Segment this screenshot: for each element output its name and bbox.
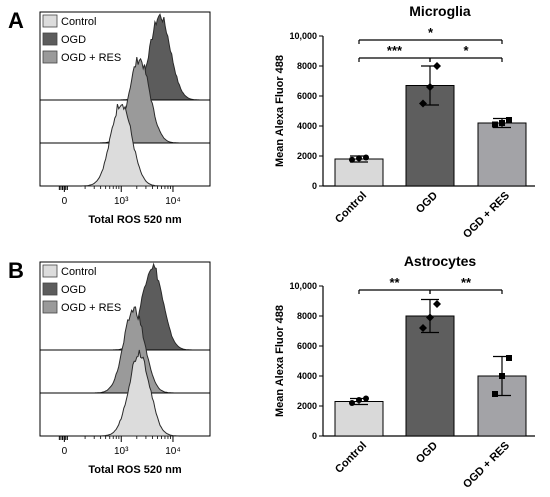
chart-title: Astrocytes: [404, 253, 477, 269]
x-tick-label: 0: [62, 446, 68, 457]
y-tick-label: 0: [312, 431, 317, 441]
x-tick-label: 10⁴: [165, 196, 180, 207]
legend-swatch: [42, 50, 58, 64]
chart-title: Microglia: [409, 3, 471, 19]
panel-letter: A: [8, 8, 24, 33]
data-point: [349, 156, 355, 163]
data-point: [499, 373, 505, 379]
y-tick-label: 8000: [297, 311, 317, 321]
x-tick-label: 10⁴: [165, 446, 180, 457]
legend-swatch: [42, 282, 58, 296]
data-point: [349, 400, 355, 406]
x-category-label: OGD + RES: [461, 190, 512, 241]
legend-label: OGD + RES: [61, 302, 121, 314]
bar-ogd: [405, 315, 455, 437]
data-point: [426, 313, 434, 322]
bar-control: [334, 401, 384, 437]
data-point: [492, 391, 498, 397]
legend-swatch: [42, 300, 58, 314]
data-point: [492, 121, 498, 128]
data-point: [363, 395, 369, 402]
legend-swatch: [42, 264, 58, 278]
x-tick-label: 10³: [114, 446, 129, 457]
x-category-label: Control: [333, 440, 369, 476]
legend-label: Control: [61, 16, 96, 28]
histogram-x-axis-title: Total ROS 520 nm: [88, 214, 182, 226]
y-tick-label: 0: [312, 181, 317, 191]
x-category-label: OGD + RES: [461, 440, 512, 491]
y-tick-label: 4000: [297, 121, 317, 131]
data-point: [433, 62, 441, 70]
data-point: [506, 117, 512, 123]
legend-label: OGD: [61, 34, 86, 46]
data-point: [506, 355, 512, 361]
legend-label: OGD + RES: [61, 52, 121, 64]
histogram-curve-control: [100, 349, 179, 437]
histogram-curve-ogd-res: [94, 306, 174, 394]
data-point: [419, 99, 427, 108]
panel-letter: B: [8, 258, 24, 283]
y-tick-label: 8000: [297, 61, 317, 71]
histogram-curve-control: [81, 103, 161, 187]
significance-label: *: [428, 25, 434, 40]
y-tick-label: 10,000: [289, 281, 317, 291]
bar-control: [334, 158, 384, 187]
data-point: [419, 324, 427, 332]
legend-swatch: [42, 14, 58, 28]
x-tick-label: 10³: [114, 196, 129, 207]
x-category-label: OGD: [414, 440, 440, 466]
data-point: [433, 300, 441, 308]
significance-label: **: [389, 275, 400, 290]
significance-label: **: [461, 275, 472, 290]
significance-label: ***: [387, 43, 403, 58]
x-category-label: Control: [333, 190, 369, 226]
legend-label: Control: [61, 266, 96, 278]
y-tick-label: 4000: [297, 371, 317, 381]
legend-swatch: [42, 32, 58, 46]
data-point: [356, 155, 362, 162]
y-tick-label: 2000: [297, 151, 317, 161]
data-point: [499, 120, 505, 126]
data-point: [426, 83, 434, 91]
x-category-label: OGD: [414, 190, 440, 216]
y-tick-label: 2000: [297, 401, 317, 411]
data-point: [363, 154, 369, 161]
legend-label: OGD: [61, 284, 86, 296]
y-tick-label: 10,000: [289, 31, 317, 41]
y-tick-label: 6000: [297, 341, 317, 351]
y-axis-title: Mean Alexa Fluor 488: [274, 305, 286, 417]
bar-ogd-res: [477, 122, 527, 187]
y-axis-title: Mean Alexa Fluor 488: [274, 55, 286, 167]
histogram-x-axis-title: Total ROS 520 nm: [88, 464, 182, 476]
significance-label: *: [463, 43, 469, 58]
y-tick-label: 6000: [297, 91, 317, 101]
data-point: [356, 397, 362, 403]
x-tick-label: 0: [62, 196, 68, 207]
